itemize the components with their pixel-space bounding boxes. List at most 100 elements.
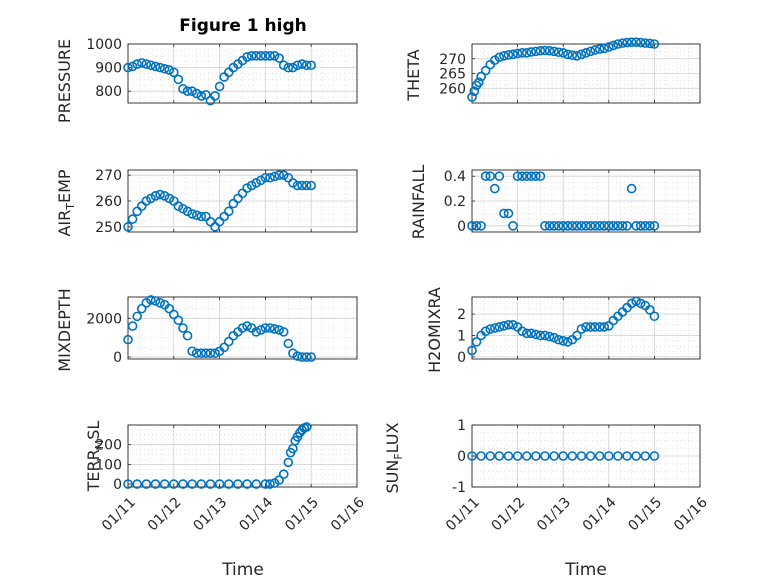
- data-point: [599, 221, 610, 231]
- data-point: [476, 451, 486, 461]
- x-tick-label: 01/11: [99, 495, 139, 535]
- y-tick-label: 1: [457, 418, 466, 434]
- data-point: [173, 315, 184, 326]
- data-point: [301, 180, 312, 191]
- data-point: [196, 479, 207, 489]
- data-point: [283, 457, 294, 468]
- x-tick-label: 01/14: [236, 494, 276, 534]
- plot-h2omixra: 0 1 2: [457, 296, 701, 366]
- data-point: [649, 39, 660, 49]
- data-point: [297, 352, 307, 362]
- data-point: [599, 43, 610, 54]
- data-point: [631, 296, 641, 307]
- data-point: [196, 211, 207, 222]
- data-point: [141, 59, 152, 69]
- data-point: [251, 50, 262, 61]
- data-point: [471, 221, 482, 231]
- data-point: [626, 298, 637, 309]
- data-point: [283, 338, 294, 349]
- data-point: [594, 322, 605, 332]
- data-point: [540, 330, 550, 341]
- data-point: [631, 221, 641, 231]
- ylabel-h2omixra: H2OMIXRA: [425, 287, 444, 373]
- y-tick-label: 0: [113, 477, 122, 493]
- data-point: [503, 50, 514, 60]
- data-point: [480, 326, 491, 337]
- data-point: [136, 303, 147, 314]
- data-point: [562, 337, 573, 347]
- data-point: [608, 221, 619, 231]
- data-point: [467, 345, 477, 356]
- data-point: [233, 479, 243, 489]
- ylabel-rainfall: RAINFALL: [409, 165, 428, 240]
- y-tick-label: 100: [95, 457, 122, 473]
- data-point: [265, 479, 275, 489]
- data-point: [572, 330, 582, 341]
- data-point: [535, 171, 546, 181]
- y-tick-label: 1: [457, 328, 466, 344]
- data-point: [485, 451, 496, 461]
- data-point: [306, 352, 317, 362]
- data-point: [251, 327, 262, 337]
- data-point: [191, 88, 202, 99]
- figure-title: Figure 1 high: [179, 16, 307, 36]
- data-point: [613, 451, 623, 461]
- data-point: [205, 479, 216, 489]
- data-point: [503, 208, 514, 219]
- data-point: [503, 319, 514, 330]
- data-point: [169, 67, 179, 78]
- data-point: [645, 221, 655, 231]
- y-tick-label: 2: [457, 307, 466, 323]
- x-tick-label: 01/12: [145, 495, 185, 535]
- data-point: [164, 303, 175, 314]
- data-point: [489, 183, 500, 194]
- data-point: [590, 322, 600, 332]
- data-point: [141, 479, 152, 489]
- data-point: [617, 38, 628, 48]
- data-point: [278, 60, 289, 71]
- data-point: [237, 323, 248, 333]
- data-point: [531, 171, 541, 181]
- x-tick-label: 01/13: [534, 495, 574, 535]
- data-point: [617, 221, 628, 231]
- data-point: [223, 479, 234, 489]
- data-point: [274, 325, 284, 335]
- data-point: [549, 332, 559, 343]
- data-point: [645, 38, 655, 49]
- y-tick-label: 1000: [86, 37, 122, 53]
- data-point: [590, 221, 600, 231]
- data-point: [132, 311, 142, 322]
- y-tick-label: 250: [95, 220, 122, 236]
- data-point: [567, 451, 578, 461]
- data-point: [256, 50, 266, 61]
- data-point: [499, 208, 509, 219]
- data-point: [467, 451, 477, 461]
- data-point: [132, 479, 142, 489]
- data-point: [278, 469, 289, 480]
- data-point: [549, 451, 559, 461]
- data-point: [553, 221, 564, 231]
- data-point: [512, 451, 523, 461]
- data-point: [526, 171, 537, 181]
- data-point: [503, 451, 514, 461]
- data-point: [123, 62, 133, 73]
- data-point: [150, 191, 161, 201]
- ylabel-sun-flux: SUNFLUX: [383, 422, 405, 493]
- y-tick-label: 270: [439, 52, 466, 68]
- data-point: [132, 59, 142, 69]
- data-point: [269, 324, 280, 334]
- data-point: [535, 45, 546, 56]
- data-point: [649, 311, 660, 322]
- x-tick-label: 01/16: [671, 494, 711, 534]
- data-point: [127, 321, 138, 331]
- axes-box: [127, 296, 358, 360]
- data-point: [178, 84, 188, 94]
- data-point: [169, 479, 179, 489]
- data-point: [127, 61, 138, 72]
- data-point: [631, 37, 641, 48]
- y-tick-label: 260: [95, 194, 122, 210]
- data-point: [292, 351, 303, 361]
- data-point: [508, 221, 518, 231]
- xlabel-left: Time: [221, 560, 264, 580]
